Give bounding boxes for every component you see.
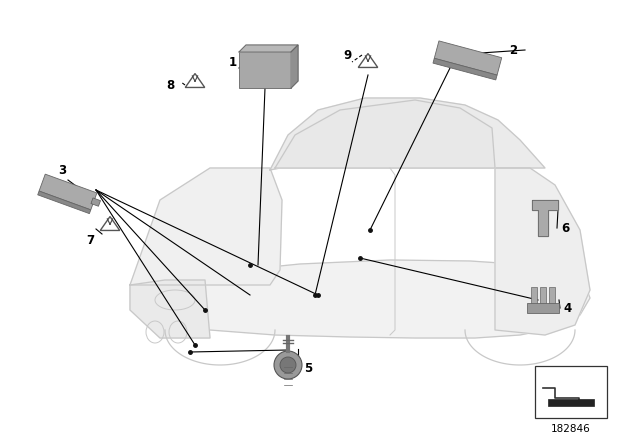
Bar bbox=[38, 191, 91, 214]
Polygon shape bbox=[270, 98, 545, 170]
Bar bbox=[540, 287, 546, 305]
Polygon shape bbox=[239, 45, 298, 52]
Text: 7: 7 bbox=[86, 233, 94, 246]
Bar bbox=[433, 58, 497, 80]
Polygon shape bbox=[358, 54, 378, 68]
Text: 3: 3 bbox=[58, 164, 66, 177]
Polygon shape bbox=[185, 73, 205, 87]
Text: 4: 4 bbox=[564, 302, 572, 314]
Text: 6: 6 bbox=[561, 221, 569, 234]
Circle shape bbox=[274, 351, 302, 379]
Text: 5: 5 bbox=[304, 362, 312, 375]
Bar bbox=[91, 198, 100, 206]
Polygon shape bbox=[275, 100, 495, 168]
Bar bbox=[549, 287, 555, 305]
Polygon shape bbox=[130, 168, 282, 285]
Text: 9: 9 bbox=[343, 48, 351, 61]
Bar bbox=[239, 52, 291, 88]
Bar bbox=[39, 174, 97, 210]
Circle shape bbox=[280, 357, 296, 373]
Polygon shape bbox=[532, 200, 558, 236]
Bar bbox=[548, 399, 594, 406]
Polygon shape bbox=[130, 280, 210, 338]
Bar bbox=[535, 366, 607, 418]
Bar bbox=[531, 287, 537, 305]
Bar bbox=[527, 303, 559, 313]
Polygon shape bbox=[291, 45, 298, 88]
Bar bbox=[435, 41, 502, 75]
Text: 2: 2 bbox=[509, 43, 517, 56]
Text: 182846: 182846 bbox=[551, 424, 591, 434]
Polygon shape bbox=[100, 216, 120, 230]
Polygon shape bbox=[130, 260, 590, 338]
Polygon shape bbox=[495, 168, 590, 335]
Text: 1: 1 bbox=[229, 56, 237, 69]
Text: 8: 8 bbox=[166, 78, 174, 91]
